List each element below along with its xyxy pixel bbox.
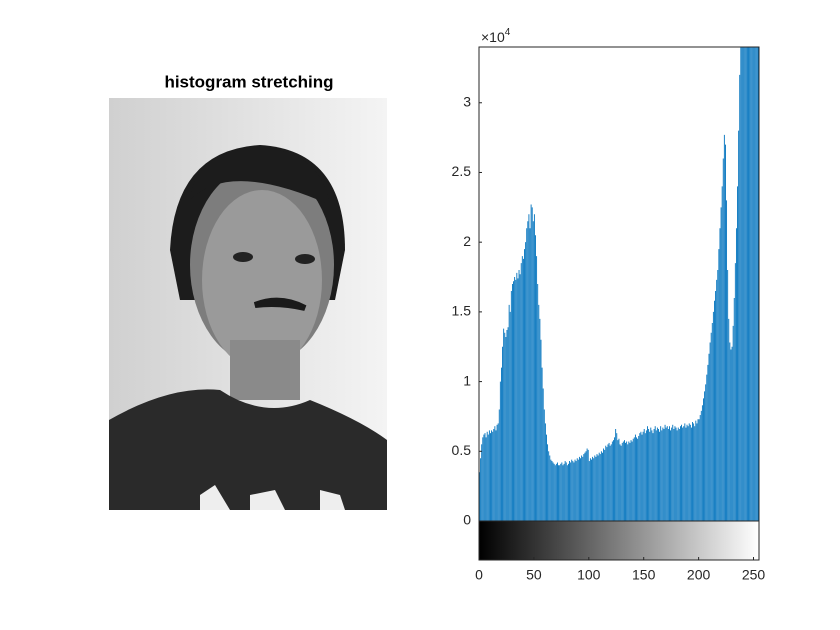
y-multiplier-base: ×10 bbox=[481, 29, 505, 45]
colorbar bbox=[478, 520, 760, 561]
x-tick-label: 250 bbox=[742, 567, 766, 583]
y-tick-label: 1 bbox=[463, 372, 471, 388]
y-multiplier: ×104 bbox=[481, 27, 511, 45]
y-tick-label: 0 bbox=[463, 512, 471, 528]
x-tick-label: 150 bbox=[632, 567, 656, 583]
axes-box bbox=[478, 46, 760, 522]
x-tick-label: 0 bbox=[475, 567, 483, 583]
y-tick-label: 2 bbox=[463, 233, 471, 249]
photo bbox=[109, 98, 387, 510]
y-tick-label: 0.5 bbox=[452, 442, 472, 458]
x-tick-label: 200 bbox=[687, 567, 711, 583]
x-tick-label: 50 bbox=[526, 567, 542, 583]
y-multiplier-exp: 4 bbox=[505, 27, 511, 38]
y-tick-label: 1.5 bbox=[452, 303, 472, 319]
image-title: histogram stretching bbox=[164, 72, 333, 91]
axes: 0 0.5 1 1.5 2 2.5 3 0 50 100 150 200 250 bbox=[452, 46, 766, 583]
x-tick-label: 100 bbox=[577, 567, 601, 583]
y-tick-label: 2.5 bbox=[452, 163, 472, 179]
y-tick-label: 3 bbox=[463, 93, 471, 109]
bars bbox=[479, 47, 759, 521]
